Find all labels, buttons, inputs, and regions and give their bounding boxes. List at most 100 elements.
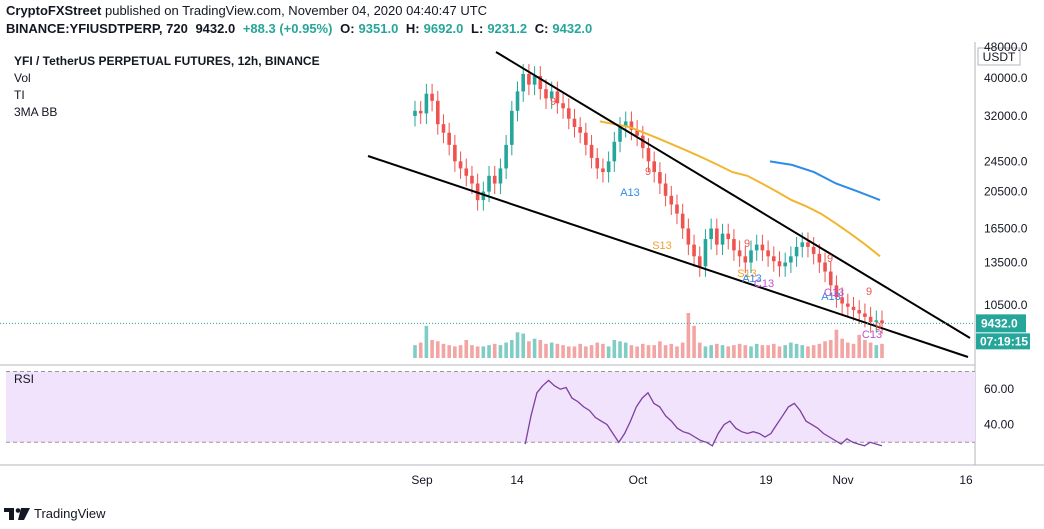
volume-bar (527, 341, 531, 358)
candle-body (697, 256, 702, 267)
time-tick-label: Oct (629, 473, 648, 487)
ma-upper-line (599, 120, 881, 258)
price-tick-label: 10500.0 (984, 298, 1028, 312)
candle-body (458, 161, 463, 169)
td-annotation: 9 (744, 238, 750, 250)
volume-bar (806, 346, 810, 358)
rsi-band (6, 371, 975, 443)
legend-item-vol[interactable]: Vol (14, 71, 31, 85)
candle-body (510, 110, 514, 145)
candle-body (441, 124, 446, 133)
td-annotation: 9 (645, 166, 651, 178)
price-tick-label: 16500.0 (984, 221, 1028, 235)
candle-body (487, 175, 491, 192)
volume-bar (715, 343, 719, 358)
volume-bar (606, 346, 611, 358)
volume-bar (510, 340, 514, 358)
low-value: 9231.2 (487, 21, 528, 36)
candle-body (800, 242, 805, 247)
volume-bar (447, 345, 451, 358)
candle-body (595, 157, 600, 169)
lower-trendline (367, 155, 969, 358)
candle-body (658, 172, 662, 184)
volume-bar (800, 345, 805, 358)
volume-bar (481, 346, 486, 358)
volume-bar (572, 346, 577, 358)
volume-bar (709, 345, 713, 358)
candle-body (413, 110, 417, 116)
candle-body (544, 89, 548, 99)
candle-body (623, 121, 628, 127)
close-value: 9432.0 (552, 21, 593, 36)
candle-body (766, 250, 770, 257)
candle-body (612, 141, 617, 162)
candle-body (817, 253, 822, 263)
symbol: BINANCE:YFIUSDTPERP, 720 (6, 21, 188, 36)
time-tick-label: 19 (759, 473, 773, 487)
countdown-label: 07:19:15 (980, 334, 1028, 348)
candle-body (629, 121, 634, 130)
volume-bar (737, 343, 742, 358)
candle-body (726, 233, 731, 240)
td-annotation: S13 (737, 268, 757, 280)
candle-body (652, 161, 656, 173)
volume-bar (697, 342, 702, 358)
candle-body (789, 256, 793, 263)
candle-body (732, 239, 736, 251)
volume-bar (726, 346, 731, 358)
candle-body (498, 168, 503, 184)
volume-bar (669, 343, 674, 358)
candle-body (806, 242, 810, 247)
high-value: 9692.0 (423, 21, 464, 36)
chart-legend: YFI / TetherUS PERPETUAL FUTURES, 12h, B… (14, 53, 320, 121)
candle-body (646, 148, 651, 162)
candle-body (686, 228, 691, 245)
volume-bar (680, 342, 685, 358)
volume-bar (544, 343, 548, 358)
volume-bar (475, 346, 480, 358)
volume-bar (783, 345, 787, 358)
volume-bar (589, 345, 594, 358)
candle-body (868, 316, 873, 323)
open-label: O: (340, 21, 355, 36)
candle-body (527, 73, 531, 85)
publish-line: CryptoFXStreet published on TradingView.… (6, 3, 487, 18)
published-text: published on TradingView.com, November 0… (104, 3, 488, 18)
legend-item-ti[interactable]: TI (14, 88, 25, 102)
candle-body (435, 100, 440, 125)
candle-body (811, 246, 816, 254)
legend-item-3ma-bb[interactable]: 3MA BB (14, 105, 58, 119)
countdown-box (976, 333, 1030, 350)
low-label: L: (471, 21, 484, 36)
volume-bar (458, 345, 463, 358)
price-tick-label: 20500.0 (984, 185, 1028, 199)
volume-bar (760, 345, 765, 358)
candle-body (538, 76, 543, 90)
candle-body (521, 73, 526, 92)
volume-bar (635, 346, 639, 358)
candle-body (863, 313, 867, 317)
volume-bar (663, 345, 668, 358)
volume-bar (686, 313, 691, 358)
candle-body (828, 271, 833, 286)
candle-body (470, 175, 474, 184)
close-label: C: (534, 21, 549, 36)
price-tick-label: 32000.0 (984, 109, 1028, 123)
volume-bar (538, 340, 543, 358)
volume-bar (868, 342, 873, 358)
candle-body (453, 144, 457, 162)
candle-body (549, 91, 554, 99)
candle-body (532, 76, 537, 85)
volume-bar (840, 338, 844, 358)
volume-bar (851, 343, 856, 358)
volume-bar (498, 345, 503, 358)
candle-body (589, 144, 594, 158)
volume-bar (874, 345, 879, 358)
candle-body (749, 250, 753, 263)
open-value: 9351.0 (358, 21, 399, 36)
volume-group (413, 313, 884, 358)
tradingview-footer[interactable]: TradingView (4, 506, 106, 521)
candle-body (777, 261, 782, 267)
volume-bar (435, 341, 440, 358)
